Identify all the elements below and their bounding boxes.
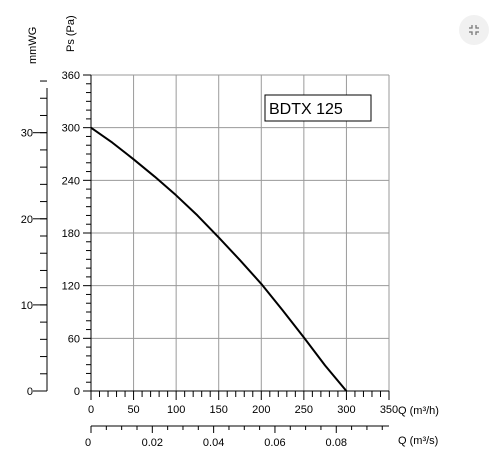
x-tick-label-m3s: 0 bbox=[85, 437, 91, 449]
x-axis-title-m3s: Q (m³/s) bbox=[398, 435, 438, 447]
y-tick-label-pa: 180 bbox=[62, 228, 80, 240]
x-tick-label-m3h: 0 bbox=[88, 404, 94, 416]
y-tick-label-pa: 0 bbox=[74, 386, 80, 398]
x-tick-label-m3s: 0.08 bbox=[326, 437, 347, 449]
x-tick-label-m3h: 350 bbox=[380, 404, 398, 416]
x-tick-label-m3h: 150 bbox=[210, 404, 228, 416]
y-tick-label-mmwg: 0 bbox=[27, 386, 33, 398]
y-tick-label-mmwg: 30 bbox=[21, 128, 33, 140]
x-tick-label-m3s: 0.04 bbox=[203, 437, 224, 449]
grid bbox=[91, 74, 390, 391]
x-tick-label-m3h: 100 bbox=[167, 404, 185, 416]
x-tick-label-m3s: 0.06 bbox=[264, 437, 285, 449]
x-axis-title-m3h: Q (m³/h) bbox=[398, 405, 439, 417]
ticks bbox=[33, 74, 390, 433]
y-tick-label-pa: 300 bbox=[62, 123, 80, 135]
model-label: BDTX 125 bbox=[269, 101, 343, 118]
x-tick-label-m3h: 50 bbox=[127, 404, 139, 416]
y-tick-label-pa: 60 bbox=[68, 333, 80, 345]
y-tick-label-pa: 120 bbox=[62, 281, 80, 293]
x-tick-label-m3h: 200 bbox=[252, 404, 270, 416]
series bbox=[90, 126, 348, 392]
minimize-button[interactable] bbox=[459, 15, 489, 45]
y-tick-label-pa: 360 bbox=[62, 70, 80, 82]
x-tick-label-m3s: 0.02 bbox=[142, 437, 163, 449]
model-label-box bbox=[264, 94, 372, 122]
x-tick-label-m3h: 250 bbox=[295, 404, 313, 416]
minimize-icon bbox=[469, 25, 479, 35]
x-tick-label-m3h: 300 bbox=[337, 404, 355, 416]
y-tick-label-mmwg: 10 bbox=[21, 300, 33, 312]
y-tick-label-mmwg: 20 bbox=[21, 214, 33, 226]
y-tick-label-pa: 240 bbox=[62, 175, 80, 187]
y-axis-title-mmwg: mmWG bbox=[27, 27, 39, 64]
y-axis-title-pa: Ps (Pa) bbox=[65, 15, 77, 52]
pressure-curve bbox=[90, 126, 348, 392]
